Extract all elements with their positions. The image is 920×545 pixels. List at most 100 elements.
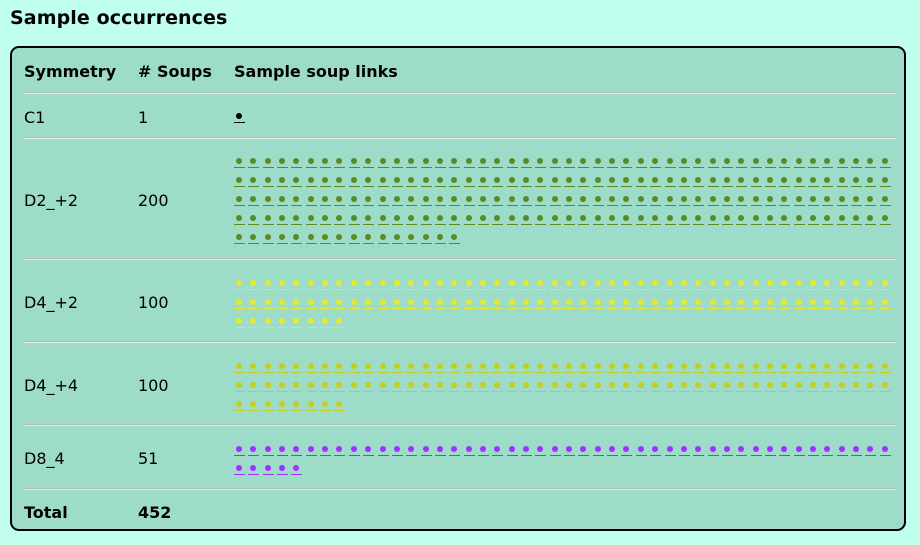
soup-link[interactable] — [262, 399, 274, 413]
soup-link[interactable] — [406, 156, 418, 170]
soup-link[interactable] — [320, 444, 332, 458]
soup-link[interactable] — [449, 213, 461, 227]
soup-link[interactable] — [521, 194, 532, 208]
soup-link[interactable] — [420, 380, 432, 394]
soup-link[interactable] — [434, 380, 446, 394]
soup-link[interactable] — [578, 361, 590, 375]
soup-link[interactable] — [334, 232, 346, 246]
soup-link[interactable] — [521, 213, 532, 227]
soup-link[interactable] — [822, 361, 834, 375]
soup-link[interactable] — [492, 297, 504, 311]
soup-link[interactable] — [564, 361, 576, 375]
soup-link[interactable] — [420, 278, 432, 292]
soup-link[interactable] — [363, 194, 375, 208]
soup-link[interactable] — [492, 194, 504, 208]
soup-link[interactable] — [234, 213, 245, 227]
soup-link[interactable] — [406, 444, 418, 458]
soup-link[interactable] — [750, 380, 762, 394]
soup-link[interactable] — [334, 444, 346, 458]
soup-link[interactable] — [248, 194, 260, 208]
soup-link[interactable] — [348, 444, 360, 458]
soup-link[interactable] — [277, 361, 289, 375]
soup-link[interactable] — [736, 444, 748, 458]
soup-link[interactable] — [592, 194, 604, 208]
soup-link[interactable] — [248, 278, 260, 292]
soup-link[interactable] — [736, 175, 748, 189]
soup-link[interactable] — [879, 278, 891, 292]
soup-link[interactable] — [764, 361, 776, 375]
soup-link[interactable] — [291, 213, 303, 227]
soup-link[interactable] — [477, 444, 489, 458]
soup-link[interactable] — [664, 361, 676, 375]
soup-link[interactable] — [592, 213, 604, 227]
soup-link[interactable] — [592, 380, 604, 394]
soup-link[interactable] — [621, 156, 633, 170]
soup-link[interactable] — [320, 361, 332, 375]
soup-link[interactable] — [248, 463, 260, 477]
soup-link[interactable] — [334, 297, 346, 311]
soup-link[interactable] — [477, 194, 489, 208]
soup-link[interactable] — [234, 111, 245, 125]
soup-link[interactable] — [822, 380, 834, 394]
soup-link[interactable] — [320, 232, 332, 246]
soup-link[interactable] — [678, 380, 690, 394]
soup-link[interactable] — [549, 156, 561, 170]
soup-link[interactable] — [664, 380, 676, 394]
soup-link[interactable] — [879, 194, 891, 208]
soup-link[interactable] — [750, 213, 762, 227]
soup-link[interactable] — [693, 156, 705, 170]
soup-link[interactable] — [822, 213, 834, 227]
soup-link[interactable] — [779, 444, 791, 458]
soup-link[interactable] — [822, 194, 834, 208]
soup-link[interactable] — [564, 297, 576, 311]
soup-link[interactable] — [521, 156, 532, 170]
soup-link[interactable] — [377, 175, 389, 189]
soup-link[interactable] — [721, 297, 733, 311]
soup-link[interactable] — [779, 380, 791, 394]
soup-link[interactable] — [535, 156, 547, 170]
soup-link[interactable] — [291, 194, 303, 208]
soup-link[interactable] — [779, 156, 791, 170]
soup-link[interactable] — [348, 380, 360, 394]
soup-link[interactable] — [865, 278, 877, 292]
soup-link[interactable] — [262, 194, 274, 208]
soup-link[interactable] — [578, 380, 590, 394]
soup-link[interactable] — [305, 361, 317, 375]
soup-link[interactable] — [764, 297, 776, 311]
soup-link[interactable] — [420, 297, 432, 311]
soup-link[interactable] — [822, 175, 834, 189]
soup-link[interactable] — [865, 297, 877, 311]
soup-link[interactable] — [549, 194, 561, 208]
soup-link[interactable] — [693, 361, 705, 375]
soup-link[interactable] — [305, 175, 317, 189]
soup-link[interactable] — [721, 156, 733, 170]
soup-link[interactable] — [650, 444, 662, 458]
soup-link[interactable] — [621, 175, 633, 189]
soup-link[interactable] — [707, 213, 719, 227]
soup-link[interactable] — [635, 297, 647, 311]
soup-link[interactable] — [721, 213, 733, 227]
soup-link[interactable] — [879, 380, 891, 394]
soup-link[interactable] — [578, 156, 590, 170]
soup-link[interactable] — [750, 156, 762, 170]
soup-link[interactable] — [592, 444, 604, 458]
soup-link[interactable] — [477, 156, 489, 170]
soup-link[interactable] — [291, 156, 303, 170]
soup-link[interactable] — [406, 297, 418, 311]
soup-link[interactable] — [549, 297, 561, 311]
soup-link[interactable] — [851, 444, 863, 458]
soup-link[interactable] — [277, 213, 289, 227]
soup-link[interactable] — [693, 297, 705, 311]
soup-link[interactable] — [348, 297, 360, 311]
soup-link[interactable] — [334, 361, 346, 375]
soup-link[interactable] — [736, 213, 748, 227]
soup-link[interactable] — [535, 213, 547, 227]
soup-link[interactable] — [635, 278, 647, 292]
soup-link[interactable] — [377, 444, 389, 458]
soup-link[interactable] — [535, 278, 547, 292]
soup-link[interactable] — [549, 444, 561, 458]
soup-link[interactable] — [764, 278, 776, 292]
soup-link[interactable] — [535, 380, 547, 394]
soup-link[interactable] — [277, 463, 289, 477]
soup-link[interactable] — [879, 156, 891, 170]
